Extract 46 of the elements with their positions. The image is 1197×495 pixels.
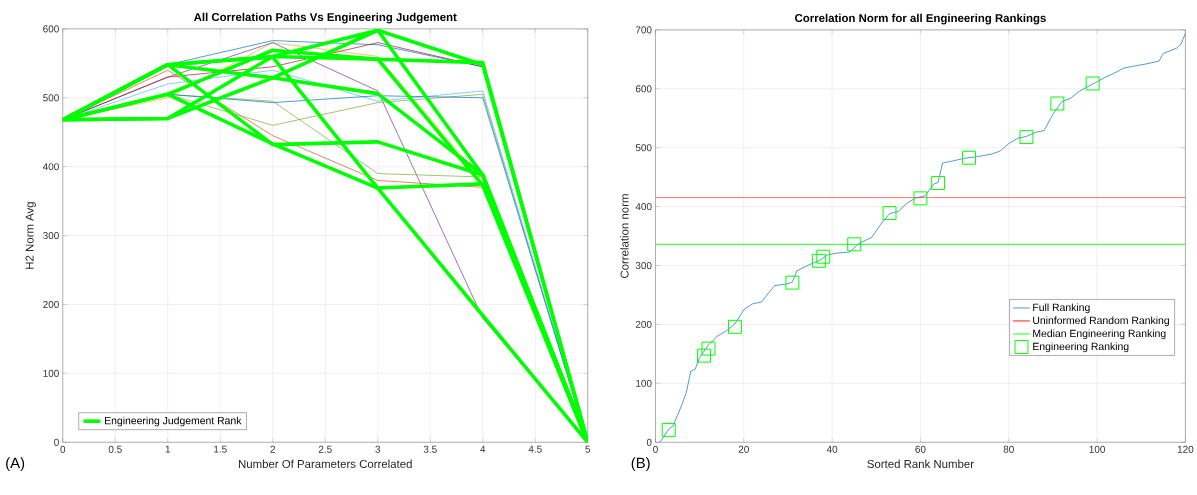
legend-label: Uninformed Random Ranking (1033, 316, 1169, 327)
y-tick-label: 100 (636, 379, 652, 387)
x-tick-label: 1 (165, 445, 171, 453)
x-tick-label: 5 (585, 445, 591, 453)
x-tick-label: 80 (1003, 445, 1014, 453)
y-tick-label: 300 (43, 232, 59, 240)
x-tick-label: 120 (1177, 445, 1194, 453)
x-axis-title: Sorted Rank Number (867, 459, 974, 468)
x-tick-label: 2 (270, 445, 276, 453)
legend-label: Median Engineering Ranking (1033, 329, 1166, 340)
x-tick-label: 0 (653, 445, 658, 453)
text: (B) (631, 457, 650, 472)
legend-label: Engineering Judgement Rank (105, 416, 242, 427)
x-tick-label: 4.5 (528, 445, 542, 453)
chart-title: Correlation Norm for all Engineering Rankings (795, 13, 1046, 25)
x-tick-label: 3.5 (423, 445, 437, 453)
y-tick-label: 600 (43, 25, 59, 33)
y-axis-title: H2 Norm Avg (25, 202, 36, 269)
y-axis-title: Correlation norm (620, 194, 629, 278)
y-tick-label: 500 (43, 94, 59, 102)
chart-title: All Correlation Paths Vs Engineering Judgement (193, 12, 457, 24)
legend-label: Full Ranking (1033, 303, 1090, 314)
x-tick-label: 60 (915, 445, 926, 453)
y-tick-label: 200 (635, 320, 652, 328)
y-tick-label: 700 (635, 26, 652, 34)
x-tick-label: 4 (480, 445, 486, 453)
y-tick-label: 0 (646, 438, 652, 446)
y-tick-label: 400 (42, 163, 59, 171)
x-tick-label: 1.5 (214, 445, 227, 453)
x-tick-label: 2.5 (318, 445, 332, 453)
legend-label: Engineering Ranking (1033, 342, 1129, 353)
y-tick-label: 300 (635, 261, 652, 270)
y-tick-label: 0 (54, 438, 59, 446)
x-tick-label: 0.5 (108, 445, 122, 453)
y-tick-label: 500 (635, 144, 652, 152)
x-tick-label: 3 (375, 445, 381, 453)
y-tick-label: 600 (635, 85, 652, 93)
y-tick-label: 100 (43, 369, 59, 377)
x-tick-label: 0 (60, 445, 66, 453)
text: (A) (6, 457, 25, 472)
x-tick-label: 40 (826, 445, 838, 453)
y-tick-label: 400 (635, 203, 652, 211)
x-axis-title: Number Of Parameters Correlated (238, 459, 412, 468)
x-tick-label: 100 (1089, 445, 1105, 453)
x-tick-label: 20 (738, 445, 749, 453)
y-tick-label: 200 (43, 300, 59, 308)
